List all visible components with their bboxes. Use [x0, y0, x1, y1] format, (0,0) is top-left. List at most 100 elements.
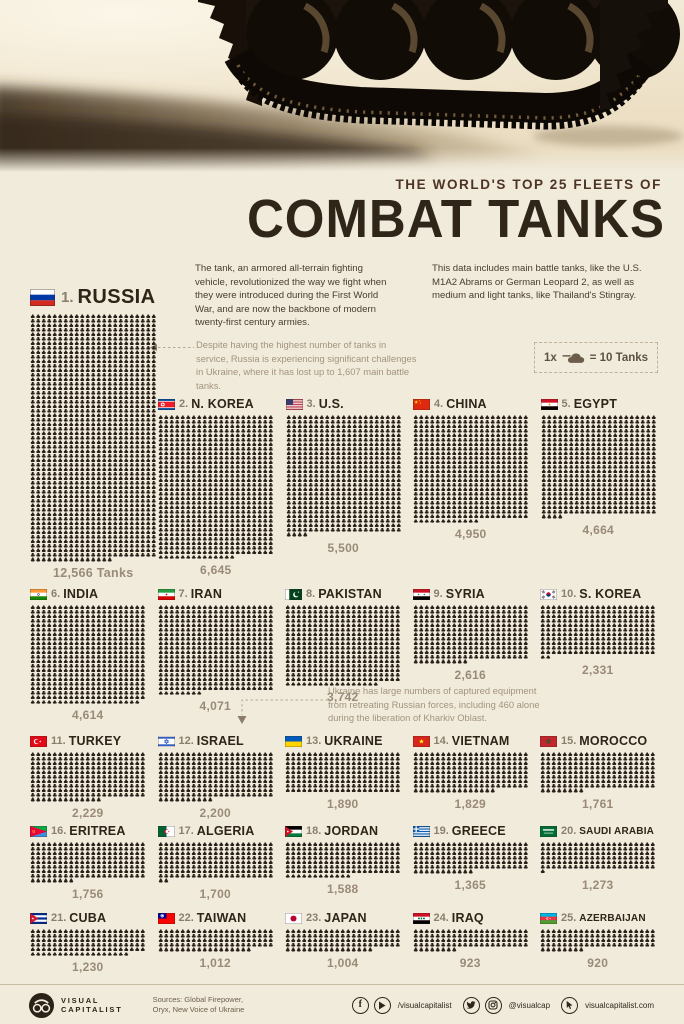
- country-label: 13. UKRAINE: [285, 734, 401, 748]
- country-block: 4. CHINA 4,950: [413, 397, 529, 541]
- country-block: 14. VIETNAM 1,829: [412, 734, 529, 811]
- tank-pictogram-grid: [30, 842, 146, 883]
- flag-ir-icon: [157, 588, 175, 600]
- country-rank: 4.: [434, 398, 444, 410]
- country-block: 23. JAPAN 1,004: [285, 911, 401, 970]
- country-name: U.S.: [318, 397, 344, 411]
- legend-box: 1x = 10 Tanks: [534, 342, 658, 373]
- twitter-icon[interactable]: [462, 996, 480, 1014]
- country-block: 12. ISRAEL 2,200: [157, 734, 273, 820]
- country-block: 17. ALGERIA 1,700: [157, 824, 273, 901]
- country-name: MOROCCO: [579, 734, 648, 748]
- country-label: 23. JAPAN: [285, 911, 401, 925]
- website-url[interactable]: visualcapitalist.com: [585, 1000, 654, 1010]
- country-value: 4,950: [454, 527, 487, 541]
- country-rank: 6.: [51, 588, 61, 600]
- country-value: 2,616: [454, 667, 487, 682]
- flag-jo-icon: [285, 825, 302, 837]
- social-handle-1[interactable]: /visualcapitalist: [397, 1000, 452, 1010]
- country-label: 10. S. KOREA: [540, 587, 656, 601]
- tank-pictogram-grid: [285, 415, 401, 537]
- country-block: 6. INDIA 4,614: [30, 587, 146, 722]
- country-block: 2. N. KOREA 6,645: [158, 397, 274, 577]
- country-rank: 3.: [306, 398, 316, 410]
- flag-cn-icon: [413, 398, 430, 410]
- left-arrow-dashed-icon: [150, 344, 194, 351]
- country-name: UKRAINE: [324, 734, 383, 748]
- country-value: 1,756: [71, 886, 104, 901]
- flag-il-icon: [157, 735, 175, 747]
- country-name: CHINA: [446, 397, 487, 411]
- flag-ua-icon: [285, 735, 302, 747]
- brand-line2: CAPITALIST: [61, 1005, 123, 1014]
- pictogram-row-3: 6. INDIA 4,614 7. IRAN 4,071 8. PAKISTAN 3,742 9.…: [30, 587, 656, 722]
- flag-ru-icon: [30, 288, 55, 306]
- country-rank: 22.: [178, 912, 194, 924]
- tank-pictogram-grid: [30, 752, 146, 802]
- country-rank: 1.: [61, 288, 74, 306]
- country-label: 16. ERITREA: [30, 824, 146, 838]
- tank-pictogram-grid: [412, 929, 528, 952]
- country-value: 1,761: [581, 796, 614, 811]
- country-value: 2,200: [199, 805, 232, 820]
- country-value: 1,890: [326, 796, 359, 811]
- flag-sa-icon: [540, 825, 557, 837]
- tank-pictogram-grid: [285, 752, 401, 793]
- tank-pictogram-grid: [285, 842, 401, 878]
- facebook-icon[interactable]: f: [351, 996, 369, 1014]
- country-value: 1,012: [199, 955, 232, 970]
- country-name: VIETNAM: [451, 734, 510, 748]
- tank-pictogram-grid: [540, 752, 656, 793]
- page-title: COMBAT TANKS: [246, 188, 665, 249]
- country-block: 19. GREECE 1,365: [412, 824, 529, 892]
- country-value: 4,071: [199, 699, 232, 713]
- country-value: 1,230: [71, 960, 104, 974]
- country-block: 25. AZERBAIJAN 920: [540, 911, 656, 970]
- legend-prefix: 1x: [543, 351, 557, 364]
- social-handle-2[interactable]: @visualcap: [508, 1000, 551, 1010]
- country-label: 3. U.S.: [285, 397, 402, 411]
- tank-pictogram-grid: [30, 314, 157, 562]
- country-value: 3,742: [326, 690, 359, 704]
- flag-eg-icon: [540, 398, 558, 410]
- flag-tr-icon: [30, 735, 47, 747]
- country-name: TAIWAN: [196, 911, 247, 925]
- country-label: 20. SAUDI ARABIA: [540, 824, 656, 838]
- country-rank: 19.: [433, 825, 449, 837]
- country-label: 25. AZERBAIJAN: [540, 911, 656, 925]
- country-block: 15. MOROCCO 1,761: [540, 734, 656, 811]
- country-label: 6. INDIA: [30, 587, 146, 601]
- country-rank: 25.: [561, 912, 577, 924]
- country-block: 7. IRAN 4,071: [157, 587, 273, 713]
- country-block: 20. SAUDI ARABIA 1,273: [540, 824, 656, 892]
- country-name: ALGERIA: [196, 824, 255, 838]
- flag-jp-icon: [285, 912, 302, 924]
- youtube-icon[interactable]: [373, 996, 391, 1014]
- country-block: 1. RUSSIA 12,566 Tanks: [30, 286, 157, 580]
- country-label: 14. VIETNAM: [412, 734, 529, 748]
- country-rank: 7.: [178, 588, 188, 600]
- country-name: JORDAN: [324, 824, 379, 838]
- flag-tw-icon: [157, 912, 175, 924]
- country-value: 1,700: [199, 886, 232, 901]
- country-label: 4. CHINA: [413, 397, 529, 411]
- instagram-icon[interactable]: [484, 996, 502, 1014]
- country-name: JAPAN: [324, 911, 367, 925]
- flag-ma-icon: [540, 735, 557, 747]
- country-label: 19. GREECE: [412, 824, 529, 838]
- country-label: 9. SYRIA: [412, 587, 529, 601]
- country-name: GREECE: [451, 824, 506, 838]
- country-block: 5. EGYPT 4,664: [540, 397, 656, 537]
- tank-pictogram-grid: [285, 605, 401, 686]
- binoculars-icon: [28, 992, 55, 1018]
- country-label: 11. TURKEY: [30, 734, 146, 748]
- country-rank: 5.: [561, 398, 571, 410]
- country-block: 18. JORDAN 1,588: [285, 824, 401, 896]
- visual-capitalist-logo[interactable]: VISUAL CAPITALIST: [28, 992, 123, 1019]
- country-name: AZERBAIJAN: [579, 912, 646, 924]
- country-name: CUBA: [69, 911, 107, 925]
- country-rank: 20.: [561, 825, 577, 837]
- tank-pictogram-grid: [157, 929, 273, 952]
- cursor-icon[interactable]: [561, 996, 579, 1014]
